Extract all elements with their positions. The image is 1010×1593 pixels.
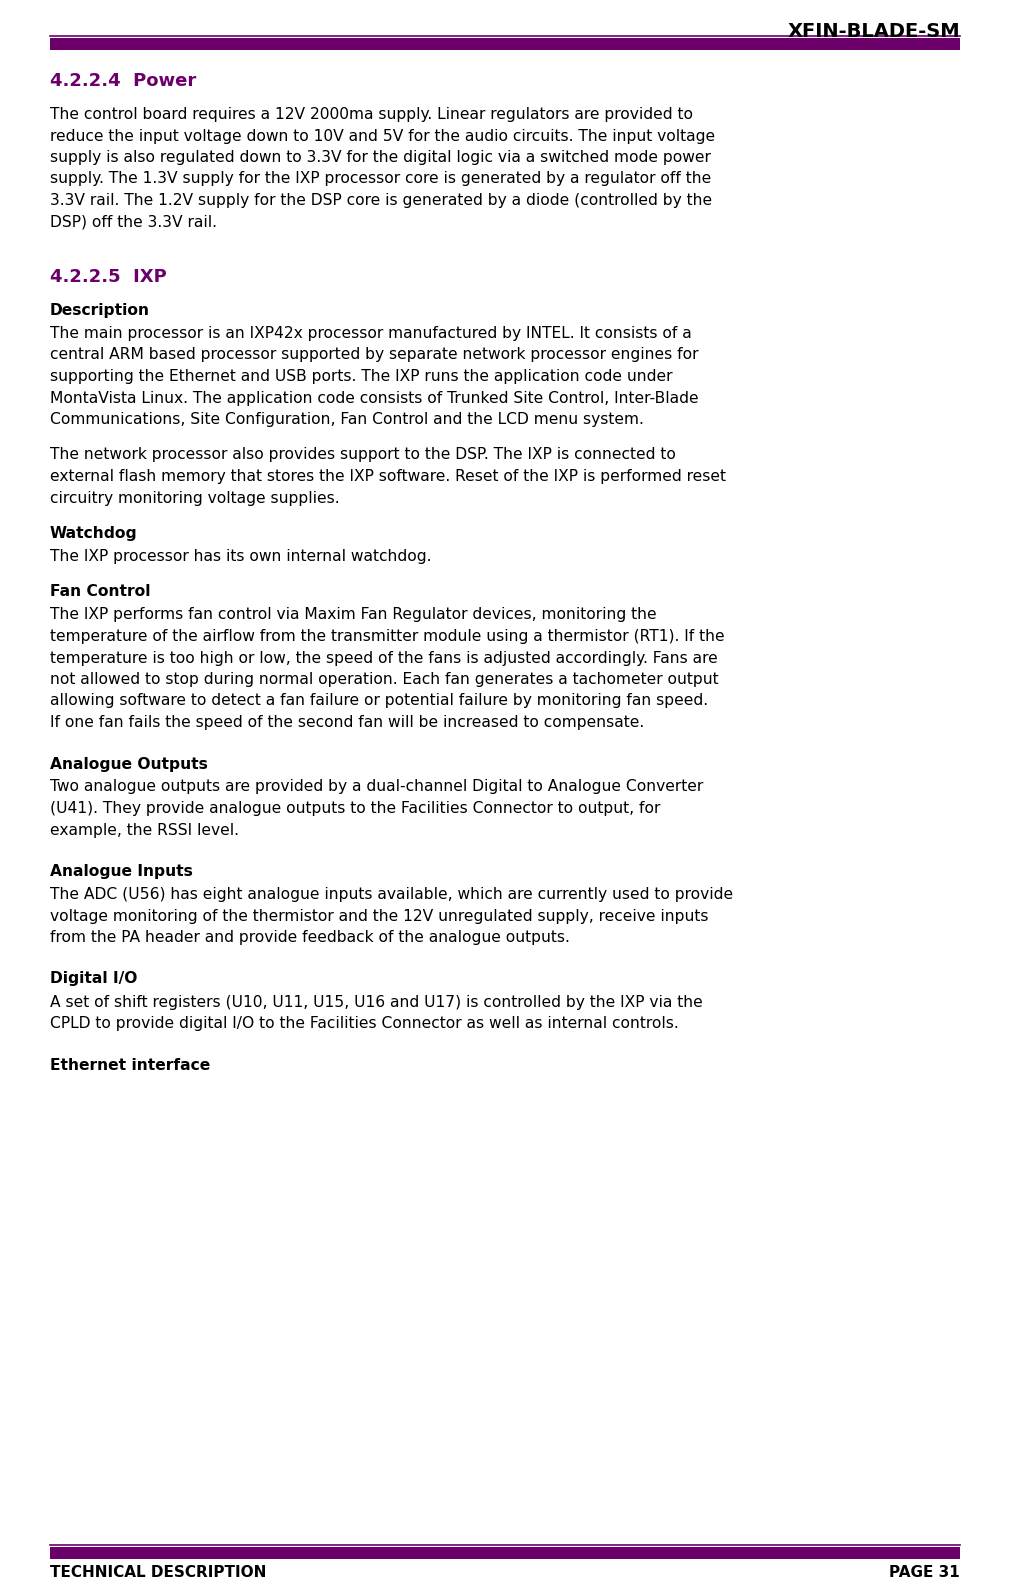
Text: MontaVista Linux. The application code consists of Trunked Site Control, Inter-B: MontaVista Linux. The application code c… — [50, 390, 699, 406]
Text: supply is also regulated down to 3.3V for the digital logic via a switched mode : supply is also regulated down to 3.3V fo… — [50, 150, 711, 166]
Text: Description: Description — [50, 303, 150, 319]
Text: Analogue Inputs: Analogue Inputs — [50, 863, 193, 879]
Text: supply. The 1.3V supply for the IXP processor core is generated by a regulator o: supply. The 1.3V supply for the IXP proc… — [50, 172, 711, 186]
Text: reduce the input voltage down to 10V and 5V for the audio circuits. The input vo: reduce the input voltage down to 10V and… — [50, 129, 715, 143]
Text: XFIN-BLADE-SM: XFIN-BLADE-SM — [788, 22, 960, 41]
Text: CPLD to provide digital I/O to the Facilities Connector as well as internal cont: CPLD to provide digital I/O to the Facil… — [50, 1016, 679, 1031]
Text: The network processor also provides support to the DSP. The IXP is connected to: The network processor also provides supp… — [50, 448, 676, 462]
Text: 3.3V rail. The 1.2V supply for the DSP core is generated by a diode (controlled : 3.3V rail. The 1.2V supply for the DSP c… — [50, 193, 712, 209]
Text: supporting the Ethernet and USB ports. The IXP runs the application code under: supporting the Ethernet and USB ports. T… — [50, 370, 673, 384]
Text: Two analogue outputs are provided by a dual-channel Digital to Analogue Converte: Two analogue outputs are provided by a d… — [50, 779, 703, 795]
Text: Fan Control: Fan Control — [50, 585, 150, 599]
Text: 4.2.2.5  IXP: 4.2.2.5 IXP — [50, 268, 167, 287]
Text: The IXP processor has its own internal watchdog.: The IXP processor has its own internal w… — [50, 550, 431, 564]
Text: PAGE 31: PAGE 31 — [889, 1564, 959, 1580]
Text: The main processor is an IXP42x processor manufactured by INTEL. It consists of : The main processor is an IXP42x processo… — [50, 327, 692, 341]
Text: (U41). They provide analogue outputs to the Facilities Connector to output, for: (U41). They provide analogue outputs to … — [50, 801, 661, 816]
Text: DSP) off the 3.3V rail.: DSP) off the 3.3V rail. — [50, 215, 217, 229]
Text: If one fan fails the speed of the second fan will be increased to compensate.: If one fan fails the speed of the second… — [50, 715, 644, 730]
Text: 4.2.2.4  Power: 4.2.2.4 Power — [50, 72, 196, 89]
Text: central ARM based processor supported by separate network processor engines for: central ARM based processor supported by… — [50, 347, 699, 363]
Text: The ADC (U56) has eight analogue inputs available, which are currently used to p: The ADC (U56) has eight analogue inputs … — [50, 887, 733, 902]
Text: circuitry monitoring voltage supplies.: circuitry monitoring voltage supplies. — [50, 491, 339, 505]
Text: voltage monitoring of the thermistor and the 12V unregulated supply, receive inp: voltage monitoring of the thermistor and… — [50, 908, 708, 924]
Bar — [50, 1547, 959, 1560]
Text: A set of shift registers (U10, U11, U15, U16 and U17) is controlled by the IXP v: A set of shift registers (U10, U11, U15,… — [50, 994, 703, 1010]
Text: from the PA header and provide feedback of the analogue outputs.: from the PA header and provide feedback … — [50, 930, 570, 945]
Text: example, the RSSI level.: example, the RSSI level. — [50, 822, 239, 838]
Text: not allowed to stop during normal operation. Each fan generates a tachometer out: not allowed to stop during normal operat… — [50, 672, 719, 687]
Text: Digital I/O: Digital I/O — [50, 972, 137, 986]
Bar — [50, 38, 959, 49]
Text: temperature of the airflow from the transmitter module using a thermistor (RT1).: temperature of the airflow from the tran… — [50, 629, 724, 644]
Text: Watchdog: Watchdog — [50, 526, 137, 542]
Text: temperature is too high or low, the speed of the fans is adjusted accordingly. F: temperature is too high or low, the spee… — [50, 650, 718, 666]
Text: The IXP performs fan control via Maxim Fan Regulator devices, monitoring the: The IXP performs fan control via Maxim F… — [50, 607, 656, 623]
Text: The control board requires a 12V 2000ma supply. Linear regulators are provided t: The control board requires a 12V 2000ma … — [50, 107, 693, 123]
Text: external flash memory that stores the IXP software. Reset of the IXP is performe: external flash memory that stores the IX… — [50, 468, 726, 484]
Text: Communications, Site Configuration, Fan Control and the LCD menu system.: Communications, Site Configuration, Fan … — [50, 413, 644, 427]
Text: allowing software to detect a fan failure or potential failure by monitoring fan: allowing software to detect a fan failur… — [50, 693, 708, 709]
Text: Analogue Outputs: Analogue Outputs — [50, 757, 208, 771]
Text: TECHNICAL DESCRIPTION: TECHNICAL DESCRIPTION — [50, 1564, 267, 1580]
Text: Ethernet interface: Ethernet interface — [50, 1058, 210, 1072]
